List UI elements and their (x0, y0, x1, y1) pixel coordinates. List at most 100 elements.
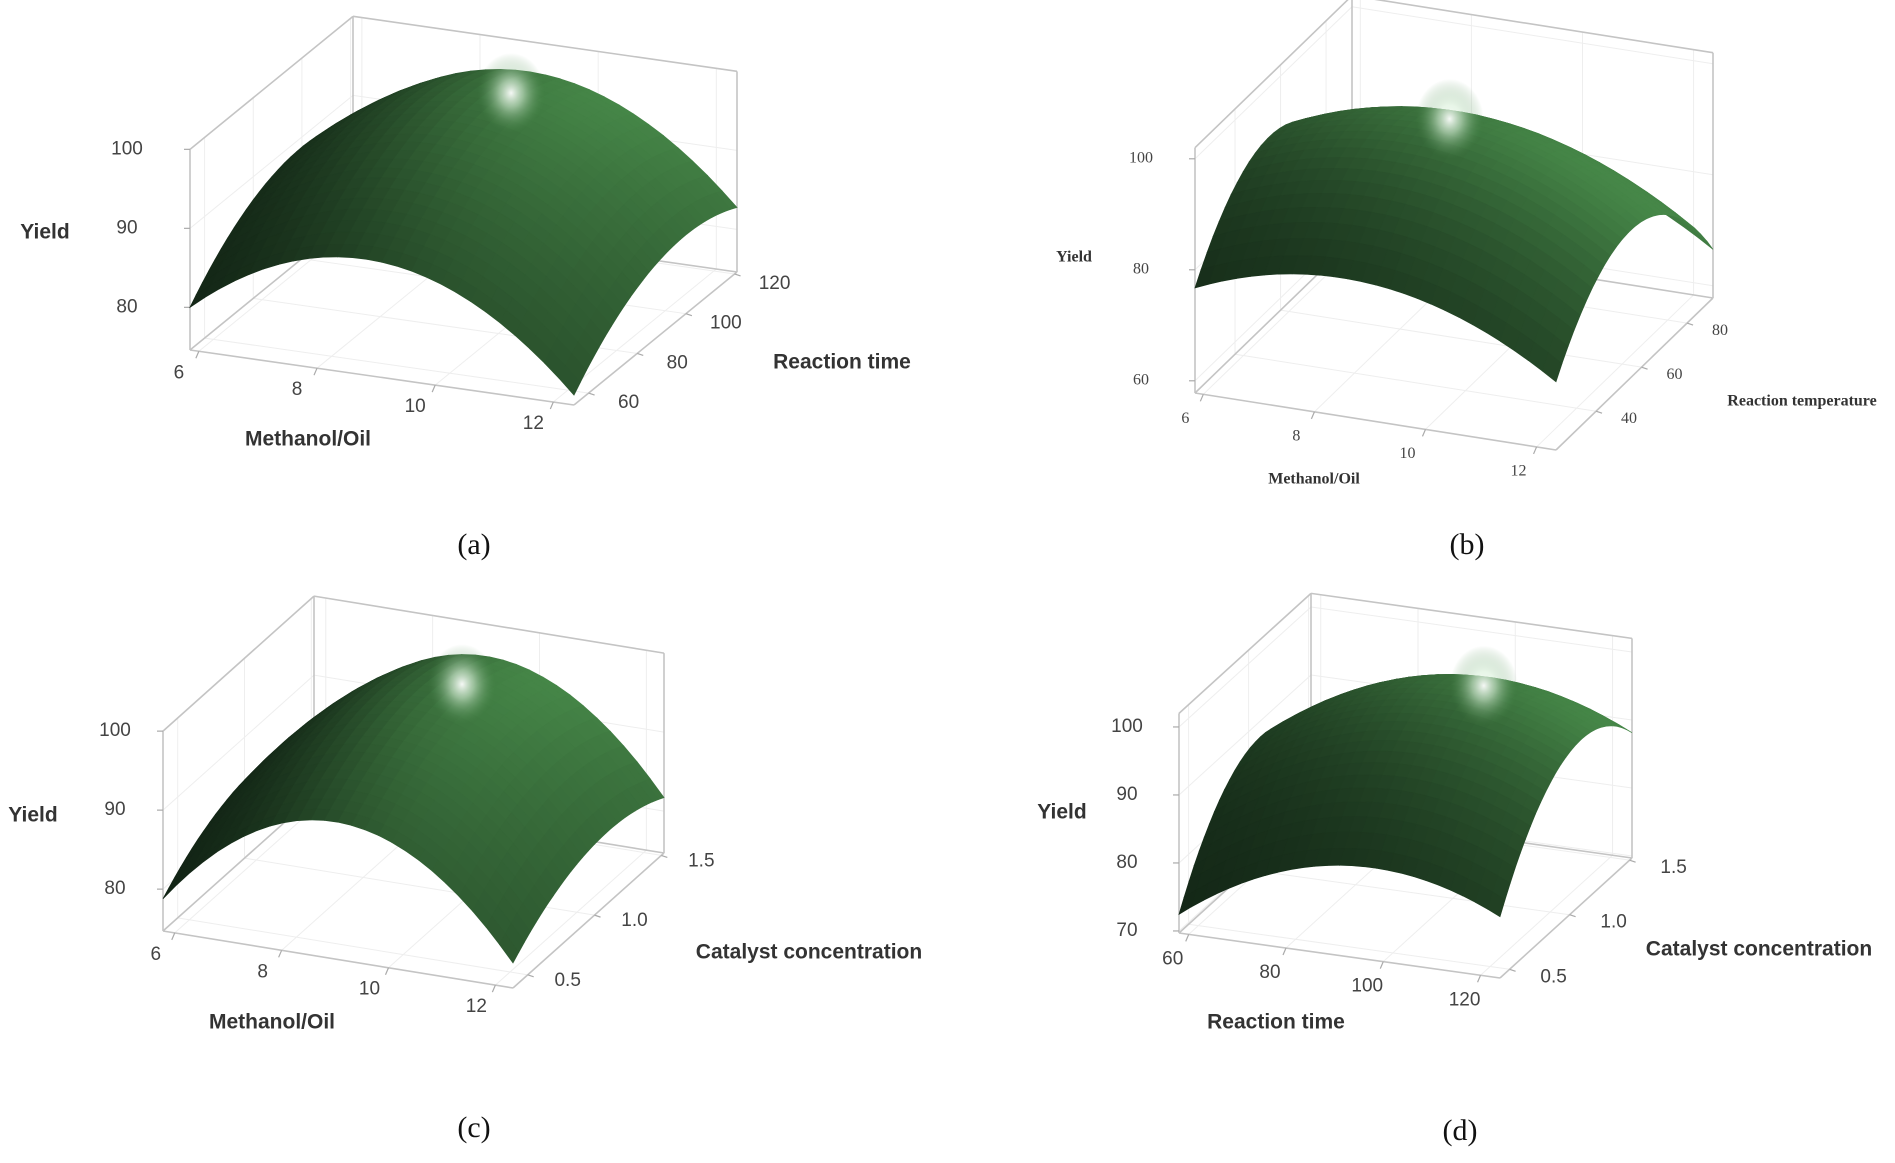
y-axis-label: Catalyst concentration (696, 941, 922, 964)
y-tick-mark (734, 273, 741, 277)
x-axis-line (189, 349, 575, 406)
x-tick-mark (1310, 411, 1315, 420)
x-axis-label: Methanol/Oil (1268, 471, 1360, 488)
y-tick-label: 1.5 (1660, 857, 1686, 878)
back-wall-gridline (1351, 6, 1714, 65)
z-tick-label: 100 (1111, 716, 1143, 737)
side-wall-gridline (162, 674, 315, 811)
y-tick-label: 0.5 (1540, 966, 1566, 987)
y-tick-mark (685, 313, 693, 317)
z-axis-label: Yield (20, 221, 69, 244)
x-tick-mark (1379, 961, 1384, 969)
surface-patch (1487, 891, 1506, 918)
side-wall-gridline (1178, 674, 1312, 796)
surface-plot-c-svg: 6 8 10 12 0.5 1.0 1.5 80 90 100 Methanol/Oil Cataly… (8, 595, 922, 1144)
surface-patch (1541, 352, 1563, 383)
y-axis-line (1499, 857, 1633, 979)
z-tick-label: 100 (111, 138, 143, 159)
x-tick-label: 10 (405, 396, 426, 417)
side-wall-gridline (1178, 606, 1312, 728)
specular-highlight (477, 53, 546, 134)
x-tick-label: 12 (466, 996, 487, 1017)
z-tick-label: 60 (1133, 371, 1149, 388)
y-axis-label: Catalyst concentration (1646, 938, 1872, 961)
y-axis-label: Reaction temperature (1727, 393, 1876, 410)
y-tick-label: 80 (667, 352, 688, 373)
x-tick-label: 8 (1292, 428, 1300, 445)
z-tick-label: 90 (104, 799, 125, 820)
response-surface (162, 654, 665, 964)
box-edge (1374, 0, 1714, 54)
z-tick-label: 80 (1133, 260, 1149, 277)
x-tick-label: 6 (150, 944, 161, 965)
panel-caption: (d) (1443, 1114, 1478, 1147)
x-tick-mark (384, 967, 390, 975)
z-tick-label: 80 (104, 878, 125, 899)
y-tick-mark (1595, 410, 1603, 414)
z-axis-label: Yield (1056, 249, 1092, 266)
x-tick-label: 12 (523, 413, 544, 434)
y-tick-label: 120 (759, 273, 791, 294)
y-tick-mark (1629, 859, 1636, 863)
specular-highlight (1449, 645, 1518, 726)
x-tick-label: 10 (359, 979, 380, 1000)
box-edge (1194, 0, 1349, 149)
x-tick-label: 10 (1399, 445, 1415, 462)
x-tick-label: 8 (292, 379, 303, 400)
floor-gridline (1188, 923, 1510, 970)
panel-caption: (b) (1450, 528, 1485, 561)
y-tick-mark (588, 392, 595, 396)
box-edge (162, 595, 315, 732)
x-tick-mark (491, 984, 496, 993)
surface-plot-a-svg: 6 8 10 12 60 80 100 120 80 90 100 Methanol/Oil React… (20, 15, 911, 561)
x-axis-line (1194, 392, 1557, 451)
box-edge (313, 595, 665, 654)
y-tick-label: 100 (710, 313, 742, 334)
surface-patch (499, 933, 520, 964)
response-surface (1178, 674, 1633, 918)
y-tick-mark (661, 854, 668, 858)
surface-plot-b: 6 8 10 12 40 60 80 60 80 100 Methanol/Oil Reaction … (947, 0, 1894, 580)
box-edge (1310, 592, 1633, 640)
x-tick-mark (549, 401, 554, 410)
y-tick-label: 0.5 (554, 970, 580, 991)
x-tick-label: 6 (1181, 410, 1189, 427)
floor-gridline (495, 849, 647, 986)
x-axis-label: Reaction time (1207, 1011, 1345, 1034)
specular-highlight (1415, 78, 1484, 159)
surface-plot-b-svg: 6 8 10 12 40 60 80 60 80 100 Methanol/Oil Reaction … (1056, 0, 1877, 561)
surface-plot-a: 6 8 10 12 60 80 100 120 80 90 100 Methanol/Oil React… (0, 0, 947, 580)
floor-gridline (204, 337, 589, 394)
z-tick-label: 100 (99, 720, 131, 741)
box-edge (189, 15, 354, 150)
surface-plot-d-svg: 60 80 100 120 0.5 1.0 1.5 70 80 90 100 Reaction tim… (1037, 592, 1872, 1147)
z-tick-label: 100 (1129, 149, 1153, 166)
box-edge (1178, 592, 1312, 714)
x-tick-mark (1533, 446, 1538, 455)
x-tick-label: 100 (1351, 976, 1383, 997)
x-tick-label: 80 (1259, 962, 1280, 983)
z-tick-label: 70 (1116, 920, 1137, 941)
y-tick-mark (1509, 968, 1516, 972)
floor-gridline (1248, 869, 1570, 916)
floor-gridline (177, 917, 528, 976)
y-tick-label: 60 (618, 392, 639, 413)
x-tick-mark (195, 351, 200, 359)
y-tick-mark (1686, 322, 1694, 326)
y-tick-label: 1.5 (688, 850, 714, 871)
x-axis-label: Methanol/Oil (245, 428, 371, 451)
y-axis-line (1555, 297, 1714, 451)
side-wall-gridline (189, 94, 354, 229)
y-tick-label: 1.0 (621, 910, 647, 931)
y-tick-label: 1.0 (1600, 912, 1626, 933)
y-tick-mark (527, 974, 534, 978)
x-tick-mark (1421, 429, 1427, 437)
x-axis-label: Methanol/Oil (209, 1011, 335, 1034)
x-tick-mark (1282, 947, 1287, 956)
y-axis-line (512, 852, 665, 989)
x-tick-label: 60 (1162, 948, 1183, 969)
floor-gridline (1280, 309, 1642, 368)
surface-patch (1692, 230, 1714, 250)
y-tick-mark (594, 914, 601, 918)
x-tick-mark (278, 950, 283, 958)
